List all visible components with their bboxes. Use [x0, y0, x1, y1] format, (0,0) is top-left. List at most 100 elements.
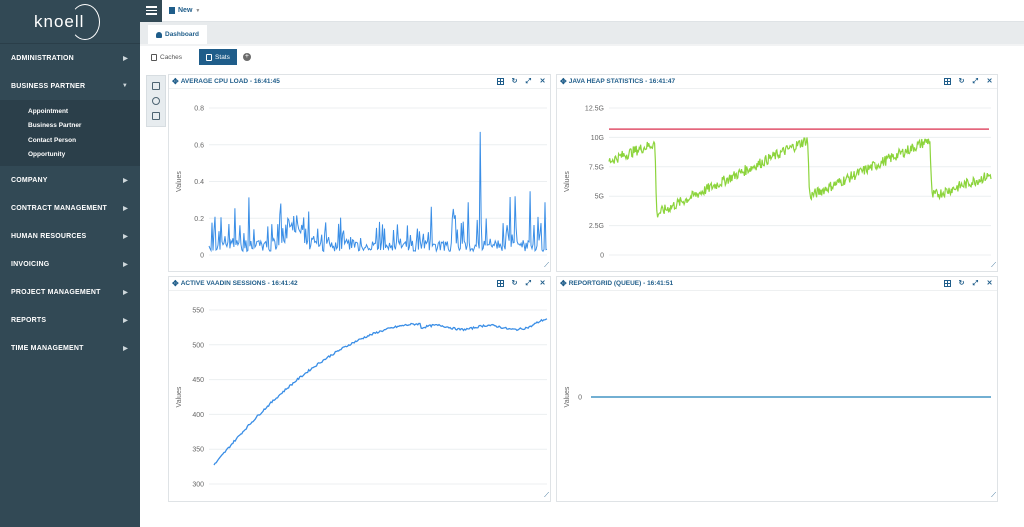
y-tick-label: 2.5G [589, 223, 604, 230]
sidebar-item-label: CONTRACT MANAGEMENT [11, 204, 107, 212]
refresh-icon[interactable]: ↻ [511, 78, 518, 85]
move-icon[interactable]: ✥ [172, 279, 179, 288]
sidebar-item-label: PROJECT MANAGEMENT [11, 288, 101, 296]
vertical-toolbar [146, 75, 166, 127]
grid-icon[interactable] [497, 280, 504, 287]
y-tick-label: 0 [600, 253, 604, 260]
resize-handle-icon[interactable]: ⟋ [544, 492, 549, 499]
chevron-right-icon: ▶ [123, 205, 128, 212]
close-icon[interactable]: ✕ [986, 78, 993, 85]
sidebar-item-invoicing[interactable]: INVOICING ▶ [0, 250, 140, 278]
refresh-icon[interactable]: ↻ [958, 78, 965, 85]
submenu-item-business-partner[interactable]: Business Partner [28, 122, 82, 130]
grid-icon[interactable] [944, 280, 951, 287]
user-icon [156, 31, 162, 38]
settings-icon[interactable] [152, 96, 160, 105]
clipboard-icon [151, 53, 157, 61]
resize-handle-icon[interactable]: ⟋ [991, 492, 996, 499]
tab-strip: Dashboard [140, 22, 1024, 44]
close-icon[interactable]: ✕ [986, 280, 993, 287]
add-tab-icon[interactable]: + [242, 53, 251, 61]
tab-dashboard-label: Dashboard [165, 31, 199, 38]
sidebar-item-label: TIME MANAGEMENT [11, 344, 84, 352]
y-tick-label: 5G [595, 194, 604, 201]
panel-header: ✥ ACTIVE VAADIN SESSIONS - 16:41:42 ↻ ⤢ … [169, 277, 550, 291]
sessions-chart: 300 350 400 450 500 550 Values [176, 308, 548, 489]
expand-icon[interactable]: ⤢ [525, 280, 532, 287]
expand-icon[interactable]: ⤢ [972, 78, 979, 85]
heap-panel: ✥ JAVA HEAP STATISTICS - 16:41:47 ↻ ⤢ ✕ … [556, 74, 998, 272]
close-icon[interactable]: ✕ [539, 280, 546, 287]
sidebar-item-time-management[interactable]: TIME MANAGEMENT ▶ [0, 334, 140, 362]
sidebar-item-company[interactable]: COMPANY ▶ [0, 166, 140, 194]
brand-logo[interactable]: knoell [0, 0, 140, 44]
sessions-panel: ✥ ACTIVE VAADIN SESSIONS - 16:41:42 ↻ ⤢ … [168, 276, 551, 502]
chevron-right-icon: ▶ [123, 289, 128, 296]
sessions-series-line [213, 318, 548, 466]
y-tick-label: 12.5G [585, 106, 604, 113]
panel-header: ✥ REPORTGRID (QUEUE) - 16:41:51 ↻ ⤢ ✕ [557, 277, 997, 291]
y-tick-label: 10G [591, 135, 604, 142]
subtab-bar: Caches Stats + [140, 46, 1024, 68]
refresh-icon[interactable]: ↻ [511, 280, 518, 287]
heap-series-line [608, 137, 992, 218]
subtab-caches[interactable]: Caches [144, 49, 189, 65]
new-button[interactable]: New ▼ [169, 7, 200, 14]
chevron-down-icon: ▼ [195, 7, 201, 14]
cpu-series-line [208, 131, 548, 253]
submenu-item-appointment[interactable]: Appointment [28, 107, 69, 115]
resize-handle-icon[interactable]: ⟋ [544, 262, 549, 269]
refresh-icon[interactable]: ↻ [958, 280, 965, 287]
sidebar-item-label: HUMAN RESOURCES [11, 232, 87, 240]
sidebar-item-human-resources[interactable]: HUMAN RESOURCES ▶ [0, 222, 140, 250]
expand-icon[interactable]: ⤢ [525, 78, 532, 85]
export-icon[interactable] [152, 82, 160, 91]
grid-icon[interactable] [497, 78, 504, 85]
y-tick-label: 0 [578, 395, 582, 402]
clipboard-icon [206, 53, 213, 61]
sidebar-item-project-management[interactable]: PROJECT MANAGEMENT ▶ [0, 278, 140, 306]
move-icon[interactable]: ✥ [560, 279, 567, 288]
cpu-chart: 0 0.2 0.4 0.6 0.8 Values [176, 106, 548, 260]
resize-handle-icon[interactable]: ⟋ [991, 262, 996, 269]
sidebar-menu: ADMINISTRATION ▶ BUSINESS PARTNER ▼ Appointm… [0, 44, 140, 362]
subtab-stats[interactable]: Stats [199, 49, 237, 65]
sidebar-submenu: Appointment Business Partner Contact Perso… [0, 100, 140, 166]
y-axis-label: Values [176, 171, 183, 192]
new-label: New [178, 7, 193, 14]
grid-icon[interactable] [944, 78, 951, 85]
y-tick-label: 300 [192, 482, 204, 489]
sidebar-item-reports[interactable]: REPORTS ▶ [0, 306, 140, 334]
move-icon[interactable]: ✥ [560, 77, 567, 86]
submenu-item-opportunity[interactable]: Opportunity [28, 151, 66, 159]
y-tick-label: 0.2 [194, 216, 204, 223]
chevron-right-icon: ▶ [123, 261, 128, 268]
expand-icon[interactable]: ⤢ [972, 280, 979, 287]
y-tick-label: 350 [192, 447, 204, 454]
sidebar-item-contract-management[interactable]: CONTRACT MANAGEMENT ▶ [0, 194, 140, 222]
trash-icon[interactable] [152, 111, 160, 120]
y-tick-label: 0 [200, 253, 204, 260]
sidebar-item-administration[interactable]: ADMINISTRATION ▶ [0, 44, 140, 72]
y-tick-label: 0.6 [194, 142, 204, 149]
hamburger-menu-icon[interactable] [140, 0, 162, 22]
panel-header: ✥ JAVA HEAP STATISTICS - 16:41:47 ↻ ⤢ ✕ [557, 75, 997, 89]
y-axis-label: Values [564, 386, 571, 407]
heap-chart: 0 2.5G 5G 7.5G 10G 12.5G Values [564, 106, 992, 260]
sidebar-item-label: INVOICING [11, 260, 50, 268]
tab-dashboard[interactable]: Dashboard [148, 25, 207, 44]
sidebar-item-business-partner[interactable]: BUSINESS PARTNER ▼ [0, 72, 140, 100]
move-icon[interactable]: ✥ [172, 77, 179, 86]
chevron-right-icon: ▶ [123, 317, 128, 324]
submenu-item-contact-person[interactable]: Contact Person [28, 136, 77, 144]
panel-title: REPORTGRID (QUEUE) - 16:41:51 [568, 280, 674, 287]
sidebar-item-label: BUSINESS PARTNER [11, 82, 86, 90]
close-icon[interactable]: ✕ [539, 78, 546, 85]
chevron-down-icon: ▼ [121, 83, 128, 89]
panel-title: JAVA HEAP STATISTICS - 16:41:47 [568, 78, 676, 85]
y-tick-label: 7.5G [589, 164, 604, 171]
y-tick-label: 450 [192, 377, 204, 384]
y-axis-label: Values [176, 386, 183, 407]
report-panel: ✥ REPORTGRID (QUEUE) - 16:41:51 ↻ ⤢ ✕ Va… [556, 276, 998, 502]
subtab-stats-label: Stats [215, 53, 230, 61]
